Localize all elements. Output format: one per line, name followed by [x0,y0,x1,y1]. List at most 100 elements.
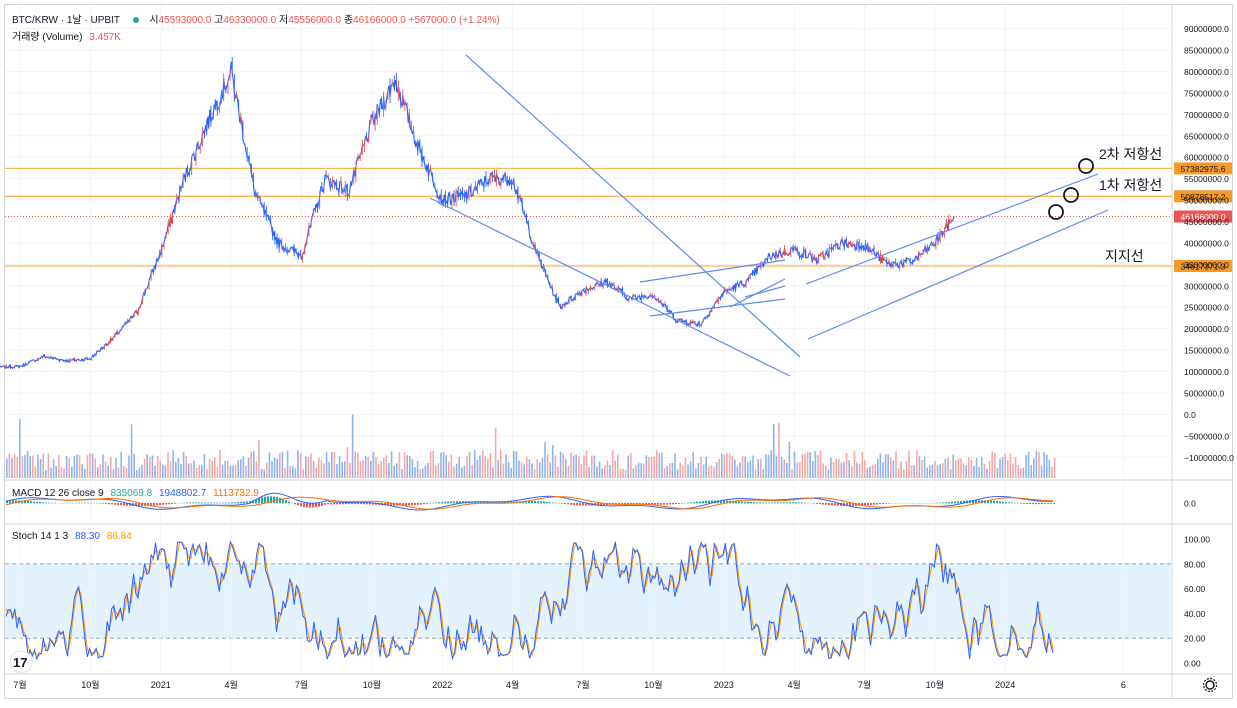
volume-bar [282,452,284,478]
volume-bar [55,466,57,478]
macd-histogram-bar [456,501,458,503]
volume-bar [443,452,445,478]
macd-legend[interactable]: MACD 12 26 close 9 835069.8 1948802.7 11… [12,488,259,499]
macd-histogram-bar [192,502,194,503]
stoch-legend[interactable]: Stoch 14 1 3 88.30 86.84 [12,531,132,542]
volume-bar [508,462,510,478]
symbol-legend[interactable]: BTC/KRW · 1날 · UPBIT 시45593000.0 고463300… [12,11,500,26]
trendlines[interactable] [430,55,1108,376]
volume-bar [838,459,840,478]
volume-bar [529,459,531,478]
macd-histogram-bar [111,503,113,504]
settings-gear-icon[interactable] [1204,679,1217,692]
trendline[interactable] [745,286,785,297]
volume-bar [926,467,928,478]
macd-histogram-bar [294,503,296,504]
price-tick-label: 85000000.0 [1184,46,1229,56]
macd-histogram-bar [996,501,998,503]
volume-bar [633,468,635,478]
trendline[interactable] [640,260,785,282]
volume-bar [92,454,94,478]
tradingview-logo[interactable]: 17 [10,651,32,673]
volume-bar [321,461,323,478]
macd-histogram-bar [279,498,281,503]
macd-histogram-bar [225,503,227,504]
macd-histogram-bar [762,502,764,503]
time-tick-label: 7월 [13,679,26,690]
volume-bar [874,464,876,478]
trendline[interactable] [808,210,1108,339]
trendline[interactable] [806,174,1098,284]
volume-bar [521,462,523,478]
macd-histogram-bar [33,502,35,504]
volume-bar [399,452,401,478]
volume-bar [289,466,291,478]
high-label: 고 [214,15,223,26]
volume-bar [115,458,117,478]
volume-bar [391,451,393,478]
macd-histogram-bar [672,503,674,504]
volume-bar [235,465,237,478]
volume-bar [651,457,653,478]
volume-bar [352,414,354,478]
volume-bar [144,459,146,478]
volume-bar [893,461,895,478]
macd-histogram-bar [1005,502,1007,503]
volume-bar [757,459,759,478]
volume-bar [243,456,245,478]
volume-bar [206,469,208,478]
volume-bar [427,463,429,478]
volume-bar [136,470,138,478]
volume-bar [253,451,255,478]
volume-bar [276,459,278,478]
volume-bar [976,458,978,478]
macd-histogram-bar [420,503,422,504]
volume-bar [1051,467,1053,478]
volume-bar [32,456,34,478]
volume-bar [713,467,715,478]
volume-bar [29,456,31,478]
volume-bar [1028,452,1030,478]
price-axis[interactable]: 90000000.085000000.080000000.075000000.0… [1184,24,1234,463]
volume-bar [516,451,518,478]
macd-histogram-bar [801,502,803,503]
volume-bar [960,459,962,478]
open-label: 시 [149,15,158,26]
volume-bar [1017,465,1019,478]
volume-bar [89,453,91,478]
volume-bar [731,456,733,478]
price-tick-label: 25000000.0 [1184,303,1229,313]
volume-bar [157,456,159,478]
macd-histogram-bar [330,503,332,505]
macd-histogram-bar [228,502,230,503]
macd-histogram-bar [693,502,695,503]
macd-histogram-bar [120,503,122,505]
volume-bar [685,458,687,478]
volume-bar [497,460,499,478]
volume-bar [175,462,177,478]
macd-histogram-bar [408,503,410,505]
volume-legend[interactable]: 거래량 (Volume) 3.457K [12,28,121,43]
volume-bar [191,463,193,478]
macd-histogram-bar [447,502,449,504]
volume-bar [908,451,910,478]
macd-histogram-bar [453,501,455,503]
macd-histogram-bar [309,503,311,508]
volume-bar [700,457,702,478]
time-tick-label: 2023 [714,680,734,690]
volume-bar [588,467,590,478]
macd-histogram-bar [291,503,293,504]
macd-histogram-bar [999,501,1001,503]
trendline[interactable] [466,55,800,357]
volume-bar [373,452,375,478]
volume-bar [258,440,260,478]
volume-bar [846,453,848,478]
macd-histogram-bar [1029,503,1031,504]
time-tick-label: 4월 [225,679,238,690]
volume-bar [344,461,346,478]
volume-bar [269,452,271,478]
volume-bar [120,452,122,478]
stoch-label: Stoch 14 1 3 [12,531,68,542]
